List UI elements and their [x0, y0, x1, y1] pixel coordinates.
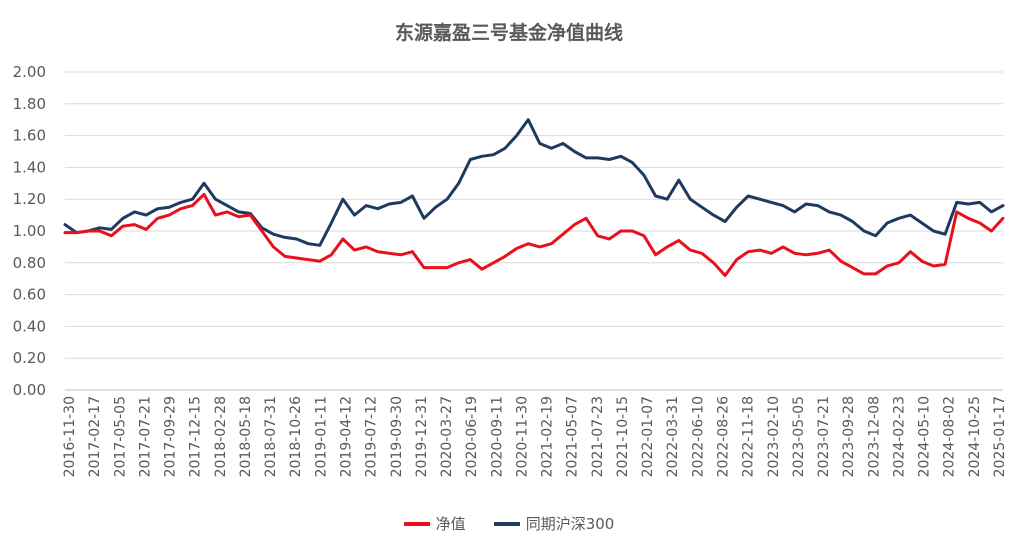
x-tick-label: 2020-03-27 [439, 396, 455, 477]
legend-swatch-hs300 [493, 521, 520, 526]
y-tick-label: 1.60 [13, 127, 46, 145]
x-tick-label: 2022-03-31 [665, 396, 681, 477]
x-tick-label: 2017-07-21 [137, 396, 153, 477]
y-tick-label: 1.00 [13, 222, 46, 240]
legend-swatch-nav [403, 521, 430, 526]
y-tick-label: 0.80 [13, 254, 46, 272]
y-tick-label: 0.20 [13, 349, 46, 367]
legend: 净值 同期沪深300 [0, 513, 1018, 534]
legend-item-nav[interactable]: 净值 [403, 513, 466, 534]
y-tick-label: 0.00 [13, 381, 46, 399]
x-tick-label: 2021-07-23 [590, 396, 606, 477]
x-tick-label: 2018-05-18 [238, 396, 254, 477]
x-tick-label: 2018-02-28 [213, 396, 229, 477]
x-tick-label: 2017-05-05 [112, 396, 128, 477]
y-tick-label: 1.20 [13, 190, 46, 208]
series-line-nav [63, 192, 1005, 277]
x-axis-ticks: 2016-11-30 2017-02-17 2017-05-05 2017-07-21… [62, 396, 1008, 477]
x-tick-label: 2021-05-07 [565, 396, 581, 477]
x-tick-label: 2022-08-26 [716, 396, 732, 477]
x-tick-label: 2022-06-10 [690, 396, 706, 477]
chart-title: 东源嘉盈三号基金净值曲线 [394, 22, 623, 44]
x-tick-label: 2025-01-17 [992, 396, 1008, 477]
x-tick-label: 2022-01-07 [640, 396, 656, 477]
y-tick-label: 2.00 [13, 63, 46, 81]
x-tick-label: 2017-09-29 [163, 396, 179, 477]
x-tick-label: 2020-06-19 [464, 396, 480, 477]
x-tick-label: 2019-07-12 [364, 396, 380, 477]
y-axis-ticks: 2.00 1.80 1.60 1.40 1.20 1.00 0.80 0.60 0.40 0.20… [13, 63, 46, 399]
y-tick-label: 1.80 [13, 95, 46, 113]
x-tick-label: 2019-04-12 [338, 396, 354, 477]
x-tick-label: 2019-09-30 [389, 396, 405, 477]
x-tick-label: 2017-02-17 [87, 396, 103, 477]
x-tick-label: 2019-12-31 [414, 396, 430, 477]
series-lines [63, 118, 1005, 277]
x-tick-label: 2018-10-26 [288, 396, 304, 477]
x-tick-label: 2020-11-30 [514, 396, 530, 477]
x-tick-label: 2024-10-25 [967, 396, 983, 477]
x-tick-label: 2023-07-21 [816, 396, 832, 477]
series-line-hs300 [63, 118, 1005, 247]
x-tick-label: 2024-08-02 [942, 396, 958, 477]
x-tick-label: 2024-02-23 [891, 396, 907, 477]
x-tick-label: 2023-05-05 [791, 396, 807, 477]
x-tick-label: 2022-11-18 [741, 396, 757, 477]
legend-item-hs300[interactable]: 同期沪深300 [493, 513, 615, 534]
legend-label-hs300: 同期沪深300 [525, 515, 615, 533]
y-tick-label: 0.60 [13, 286, 46, 304]
x-tick-label: 2019-01-11 [313, 396, 329, 477]
x-tick-label: 2023-09-28 [841, 396, 857, 477]
x-tick-label: 2023-02-10 [766, 396, 782, 477]
x-tick-label: 2020-09-11 [489, 396, 505, 477]
x-tick-label: 2017-12-15 [188, 396, 204, 477]
x-tick-label: 2024-05-10 [917, 396, 933, 477]
x-tick-label: 2021-02-19 [540, 396, 556, 477]
y-tick-label: 0.40 [13, 317, 46, 335]
y-tick-label: 1.40 [13, 158, 46, 176]
legend-label-nav: 净值 [435, 515, 466, 533]
x-tick-label: 2023-12-08 [866, 396, 882, 477]
x-tick-label: 2016-11-30 [62, 396, 78, 477]
x-tick-label: 2018-07-31 [263, 396, 279, 477]
x-tick-label: 2021-10-15 [615, 396, 631, 477]
